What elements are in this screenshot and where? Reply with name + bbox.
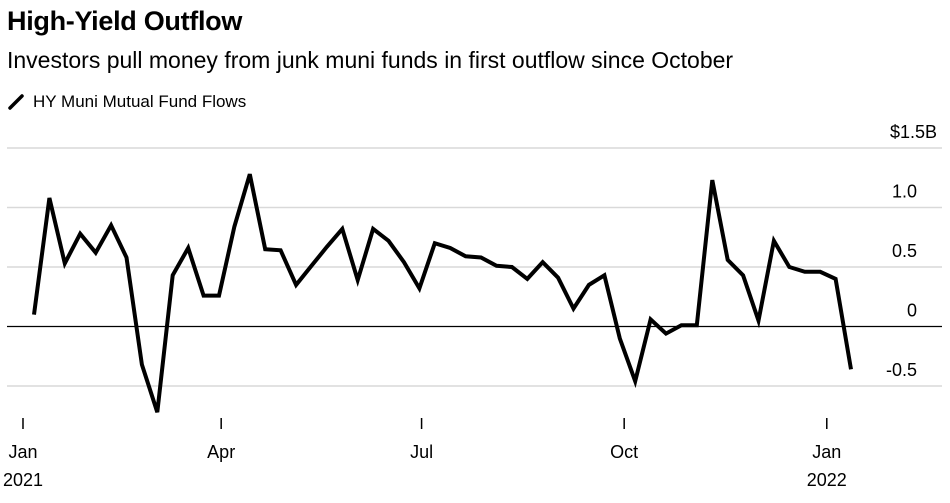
x-tick-label: Jul [410, 442, 433, 462]
legend: HY Muni Mutual Fund Flows [8, 90, 246, 114]
y-axis-ticks: $1.5B 1.0 0.5 0 -0.5 [886, 122, 937, 380]
grid-lines [7, 147, 942, 387]
x-tick-sublabel: 2021 [3, 470, 43, 490]
x-axis-ticks: Jan 2021 Apr Jul Oct Jan 2022 [3, 418, 847, 490]
legend-label: HY Muni Mutual Fund Flows [33, 92, 247, 111]
x-tick-label: Jan [812, 442, 841, 462]
chart-title: High-Yield Outflow [7, 6, 243, 36]
series-line [32, 173, 853, 413]
x-tick-label: Apr [207, 442, 235, 462]
y-tick-label: 0.5 [892, 241, 917, 261]
series-layer [32, 173, 853, 413]
chart-subtitle: Investors pull money from junk muni fund… [7, 47, 734, 73]
y-tick-label: -0.5 [886, 360, 917, 380]
x-tick-label: Oct [610, 442, 638, 462]
legend-line-icon [8, 94, 24, 110]
x-tick-sublabel: 2022 [807, 470, 847, 490]
y-tick-label: 1.0 [892, 182, 917, 202]
y-tick-label: 0 [907, 301, 917, 321]
y-tick-label: $1.5B [890, 122, 937, 142]
x-tick-label: Jan [8, 442, 37, 462]
